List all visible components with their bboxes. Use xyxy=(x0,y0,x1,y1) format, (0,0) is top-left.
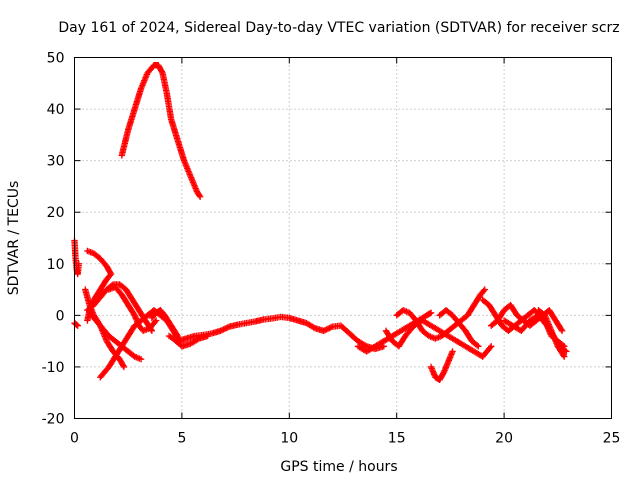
series-arc-i xyxy=(105,283,160,335)
data-point xyxy=(223,324,230,332)
data-point xyxy=(323,326,330,333)
data-point xyxy=(481,286,488,293)
y-tick-label: 30 xyxy=(47,154,65,170)
data-point xyxy=(326,324,333,332)
data-point xyxy=(563,348,570,355)
data-point xyxy=(218,326,226,334)
data-point xyxy=(152,317,160,324)
y-tick-label: 20 xyxy=(47,205,65,221)
series-arc-b xyxy=(71,237,82,278)
data-point xyxy=(320,327,327,335)
data-point xyxy=(473,342,481,349)
x-tick-label: 25 xyxy=(603,431,621,447)
grid xyxy=(74,57,612,419)
data-point xyxy=(196,192,203,199)
data-point xyxy=(120,363,128,371)
series-arc-j xyxy=(148,307,181,340)
data-point xyxy=(158,68,166,75)
data-point xyxy=(488,343,495,350)
data-point xyxy=(561,353,568,360)
y-tick-label: 40 xyxy=(47,102,65,118)
data-point xyxy=(321,326,329,334)
series-arc-l xyxy=(170,332,211,350)
x-tick-label: 15 xyxy=(388,431,406,447)
series-arc-q xyxy=(436,307,482,350)
data-points xyxy=(71,62,570,384)
data-point xyxy=(220,326,227,333)
data-point xyxy=(119,362,127,369)
data-point xyxy=(561,343,568,350)
data-point xyxy=(74,322,81,329)
data-point xyxy=(310,324,317,331)
y-tick-label: 50 xyxy=(47,51,65,67)
series-arc-p xyxy=(427,348,456,384)
data-point xyxy=(194,336,201,343)
data-point xyxy=(217,327,224,335)
x-axis-label: GPS time / hours xyxy=(280,459,397,475)
y-tick-label: -10 xyxy=(42,360,65,376)
series-arc-u xyxy=(535,307,568,360)
data-point xyxy=(486,344,494,351)
series-arc-h xyxy=(86,309,145,363)
x-tick-label: 5 xyxy=(177,431,186,447)
data-point xyxy=(558,327,566,335)
data-point xyxy=(137,355,145,363)
series-arc-c xyxy=(71,319,81,329)
data-point xyxy=(224,324,231,331)
y-axis-label: SDTVAR / TECUs xyxy=(6,181,22,296)
series-arc-f xyxy=(97,307,183,381)
data-point xyxy=(327,324,335,331)
x-tick-label: 20 xyxy=(495,431,513,447)
data-point xyxy=(449,348,456,355)
data-point xyxy=(559,342,567,349)
chart-title: Day 161 of 2024, Sidereal Day-to-day VTE… xyxy=(58,20,619,36)
data-point xyxy=(221,325,229,332)
series-arc-a xyxy=(118,62,204,200)
x-tick-label: 0 xyxy=(70,431,79,447)
y-tick-label: 10 xyxy=(47,257,65,273)
data-point xyxy=(480,287,487,295)
data-point xyxy=(558,326,565,333)
y-tick-label: -20 xyxy=(42,412,65,428)
data-point xyxy=(560,352,567,359)
y-tick-label: 0 xyxy=(56,308,65,324)
data-point xyxy=(427,309,435,316)
data-point xyxy=(151,318,159,326)
data-point xyxy=(75,260,82,267)
series-arc-k xyxy=(165,313,388,353)
plot-frame xyxy=(74,57,612,419)
data-point xyxy=(475,343,482,350)
x-tick-label: 10 xyxy=(280,431,298,447)
data-point xyxy=(196,193,204,200)
axis-ticks: 0 5 10 15 20 25 -20 -10 0 10 20 30 40 50 xyxy=(42,51,621,447)
data-point xyxy=(324,325,332,332)
data-point xyxy=(204,332,211,340)
series-arc-o xyxy=(393,286,488,342)
data-point xyxy=(173,331,180,338)
data-point xyxy=(84,317,91,324)
